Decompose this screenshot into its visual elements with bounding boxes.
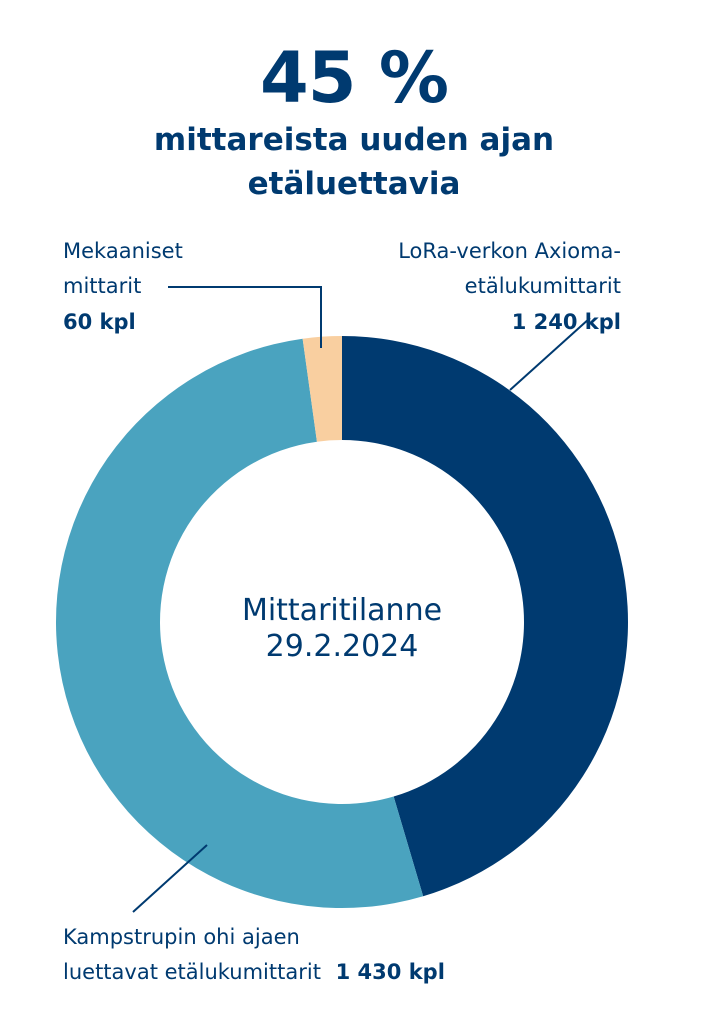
leader-line-kampstrup — [132, 844, 208, 913]
headline-percentage: 45 % — [260, 37, 449, 119]
slice-label-lora-line1: LoRa-verkon Axioma- — [398, 239, 621, 263]
slice-label-kampstrup-line2-text: luettavat etälukumittarit — [63, 960, 321, 984]
slice-mekaaniset — [302, 336, 342, 442]
headline-subtitle-line1: mittareista uuden ajan — [153, 122, 555, 158]
slice-label-kampstrup-line1: Kampstrupin ohi ajaen — [63, 925, 300, 949]
donut-slices — [56, 336, 628, 908]
slice-value-kampstrup: 1 430 kpl — [336, 960, 445, 984]
slice-lora — [342, 336, 628, 897]
slice-label-lora-line2: etälukumittarit — [465, 274, 621, 298]
headline-subtitle: mittareista uuden ajan etäluettavia — [0, 118, 708, 206]
slice-kampstrup — [56, 338, 424, 908]
leader-line-mekaaniset — [168, 286, 322, 348]
slice-label-mekaaniset-line1: Mekaaniset — [63, 239, 183, 263]
headline-subtitle-line2: etäluettavia — [247, 166, 461, 202]
slice-label-kampstrup-line2: luettavat etälukumittarit 1 430 kpl — [63, 960, 445, 984]
center-label-line1: Mittaritilanne — [242, 593, 442, 628]
slice-value-mekaaniset: 60 kpl — [63, 310, 136, 334]
leader-line-lora — [509, 317, 591, 391]
center-label-line2: 29.2.2024 — [266, 629, 419, 664]
slice-value-lora: 1 240 kpl — [512, 310, 621, 334]
slice-label-mekaaniset-line2: mittarit — [63, 274, 141, 298]
